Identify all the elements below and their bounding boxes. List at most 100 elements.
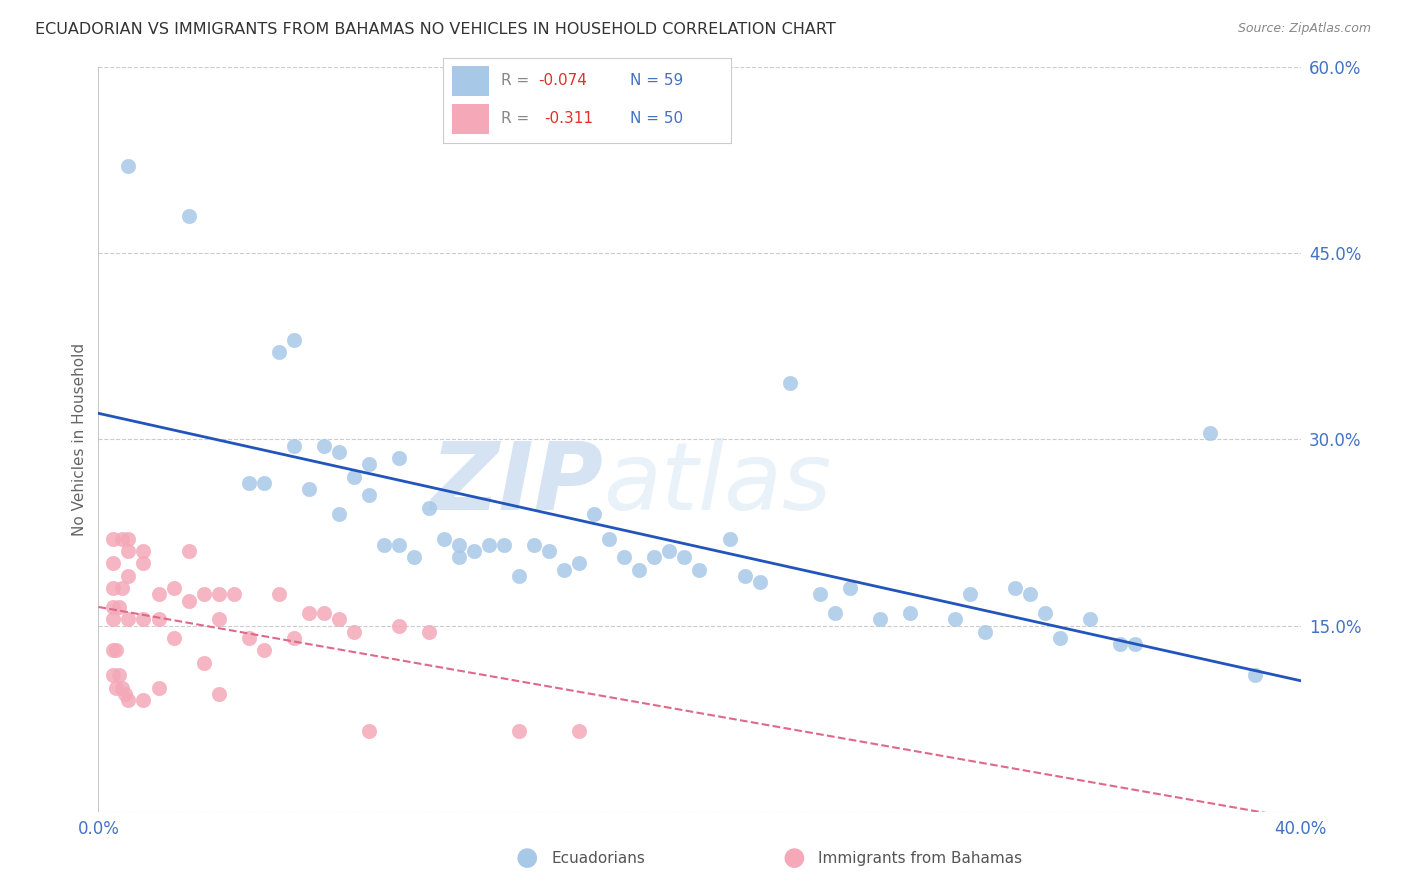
Point: [898, 606, 921, 620]
Point: [447, 550, 470, 565]
Point: [583, 507, 606, 521]
Point: [943, 612, 966, 626]
Text: R =: R =: [501, 73, 534, 88]
Point: [523, 538, 546, 552]
Point: [974, 624, 997, 639]
Point: [328, 507, 350, 521]
Point: [208, 587, 231, 601]
Point: [103, 582, 125, 596]
Text: N = 59: N = 59: [630, 73, 683, 88]
Point: [328, 612, 350, 626]
Point: [1109, 637, 1132, 651]
Point: [508, 724, 530, 739]
Point: [111, 532, 134, 546]
FancyBboxPatch shape: [451, 103, 489, 134]
Point: [718, 532, 741, 546]
Point: [238, 631, 260, 645]
Point: [267, 587, 290, 601]
Point: [117, 159, 139, 173]
Point: [108, 599, 131, 614]
Point: [1078, 612, 1101, 626]
Point: [238, 475, 260, 490]
Text: -0.311: -0.311: [544, 112, 593, 127]
Point: [808, 587, 831, 601]
Point: [283, 631, 305, 645]
Point: [388, 538, 411, 552]
Point: [1199, 426, 1222, 441]
Point: [312, 438, 335, 452]
Point: [114, 687, 136, 701]
Y-axis label: No Vehicles in Household: No Vehicles in Household: [72, 343, 87, 536]
Point: [193, 587, 215, 601]
Point: [508, 569, 530, 583]
Point: [328, 444, 350, 458]
Point: [494, 538, 516, 552]
Point: [111, 681, 134, 695]
Point: [177, 593, 200, 607]
Point: [117, 569, 139, 583]
Point: [357, 724, 380, 739]
Point: [117, 544, 139, 558]
Point: [959, 587, 981, 601]
Point: [267, 345, 290, 359]
Point: [357, 457, 380, 471]
Point: [103, 668, 125, 682]
Point: [132, 693, 155, 707]
Point: [689, 563, 711, 577]
Point: [1049, 631, 1071, 645]
Point: [568, 724, 591, 739]
Point: [103, 599, 125, 614]
Text: R =: R =: [501, 112, 538, 127]
Point: [103, 643, 125, 657]
Point: [162, 582, 184, 596]
Point: [253, 643, 276, 657]
Point: [103, 532, 125, 546]
Point: [779, 376, 801, 391]
Point: [734, 569, 756, 583]
Point: [343, 469, 366, 483]
Point: [373, 538, 395, 552]
Point: [388, 450, 411, 465]
Point: [117, 693, 139, 707]
Point: [1004, 582, 1026, 596]
Point: [553, 563, 575, 577]
Point: [253, 475, 276, 490]
Point: [418, 624, 440, 639]
Point: [824, 606, 846, 620]
Point: [538, 544, 561, 558]
Point: [132, 612, 155, 626]
Point: [208, 612, 231, 626]
Point: [869, 612, 891, 626]
Point: [1033, 606, 1056, 620]
Point: [208, 687, 231, 701]
Point: [105, 681, 128, 695]
Point: [598, 532, 620, 546]
Point: [148, 681, 170, 695]
Point: [177, 209, 200, 223]
Point: [613, 550, 636, 565]
Point: [312, 606, 335, 620]
Point: [343, 624, 366, 639]
Point: [433, 532, 456, 546]
Point: [177, 544, 200, 558]
Point: [1123, 637, 1146, 651]
Point: [193, 656, 215, 670]
Text: atlas: atlas: [603, 439, 831, 530]
Point: [111, 582, 134, 596]
Point: [673, 550, 696, 565]
Point: [388, 618, 411, 632]
Point: [628, 563, 651, 577]
Point: [105, 643, 128, 657]
Point: [108, 668, 131, 682]
Point: [658, 544, 681, 558]
Point: [103, 612, 125, 626]
Point: [162, 631, 184, 645]
Text: -0.074: -0.074: [538, 73, 586, 88]
Point: [478, 538, 501, 552]
Point: [298, 482, 321, 496]
Point: [117, 612, 139, 626]
Point: [838, 582, 860, 596]
Point: [748, 575, 770, 590]
Point: [117, 532, 139, 546]
Point: [148, 612, 170, 626]
